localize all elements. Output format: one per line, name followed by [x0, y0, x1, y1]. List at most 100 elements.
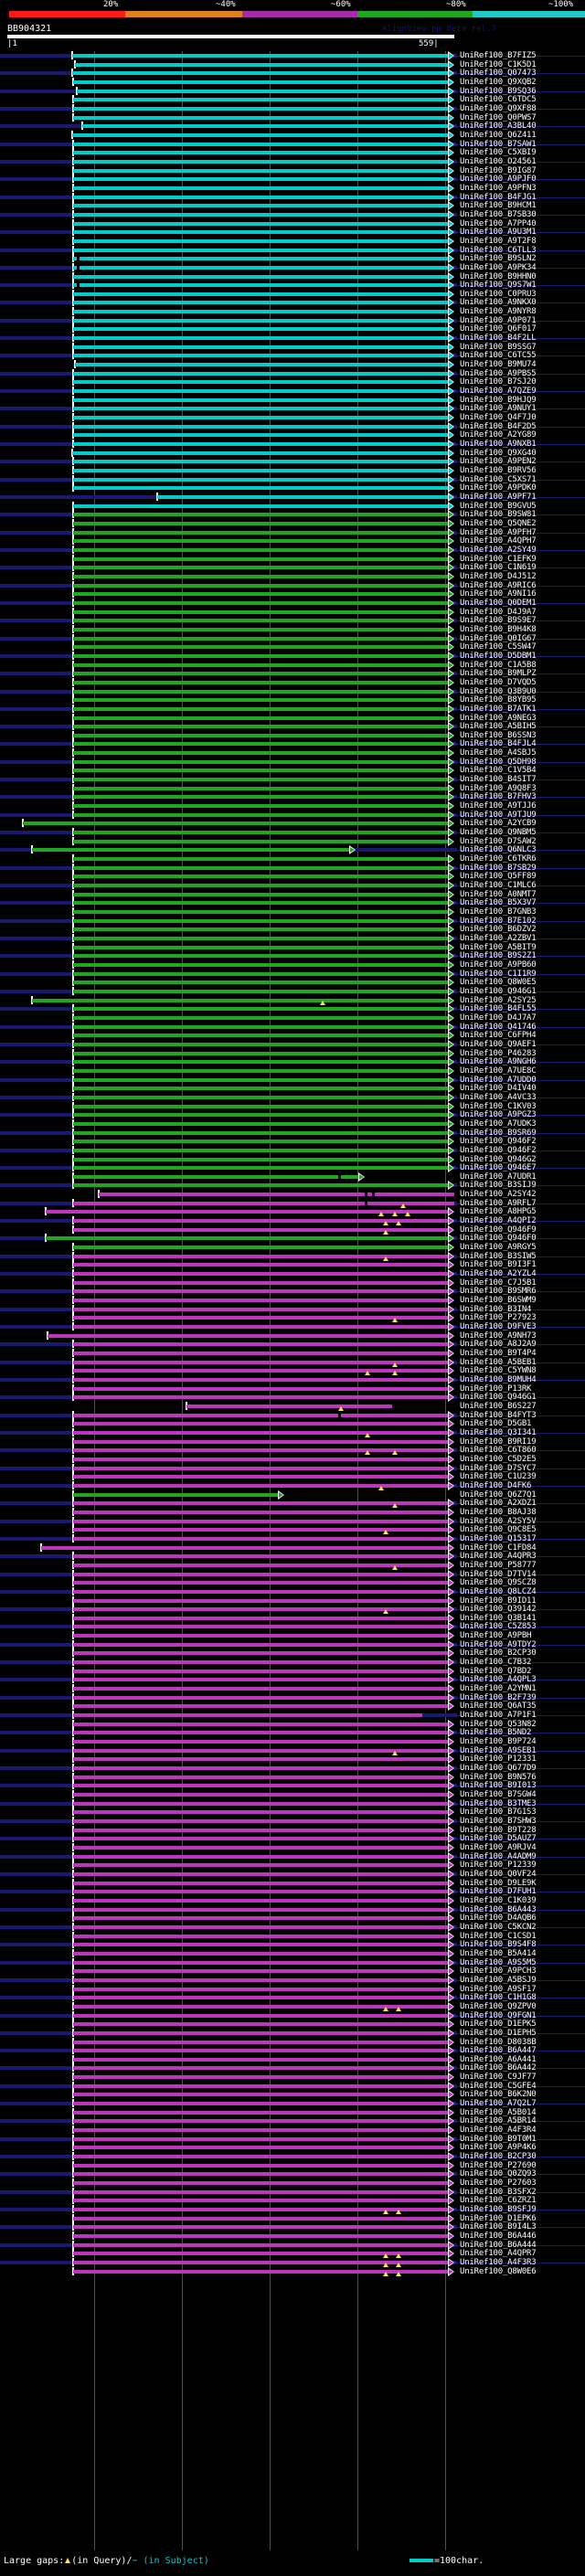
alignment-bar[interactable] [73, 1916, 449, 1920]
alignment-bar[interactable] [73, 1537, 449, 1541]
alignment-row[interactable]: UniRef100_C5YWN8 [0, 1366, 585, 1375]
alignment-bar[interactable] [73, 813, 449, 817]
alignment-bar[interactable] [73, 372, 449, 376]
alignment-row[interactable]: UniRef100_B9SMR6 [0, 1287, 585, 1296]
alignment-row[interactable]: UniRef100_B9SFJ9 [0, 2205, 585, 2214]
alignment-row[interactable]: UniRef100_Q946G2 [0, 1155, 585, 1164]
hit-label[interactable]: UniRef100_B2F739 [460, 1693, 537, 1702]
alignment-bar[interactable] [73, 1299, 449, 1302]
alignment-row[interactable]: UniRef100_D1EPH5 [0, 2029, 585, 2038]
alignment-row[interactable]: UniRef100_A4QPR3 [0, 1552, 585, 1561]
alignment-row[interactable]: UniRef100_P12339 [0, 1860, 585, 1870]
hit-label[interactable]: UniRef100_B9I3F1 [460, 1260, 537, 1269]
alignment-row[interactable]: UniRef100_B4FJL4 [0, 739, 585, 748]
alignment-row[interactable]: UniRef100_B2CP30 [0, 2152, 585, 2161]
alignment-row[interactable]: UniRef100_D7SYC7 [0, 1464, 585, 1473]
hit-label[interactable]: UniRef100_Q946F0 [460, 1234, 537, 1243]
alignment-bar[interactable] [73, 725, 449, 728]
hit-label[interactable]: UniRef100_A2YCB9 [460, 819, 537, 828]
hit-label[interactable]: UniRef100_D4J7A7 [460, 1013, 537, 1023]
alignment-bar[interactable] [73, 354, 449, 357]
alignment-bar[interactable] [73, 1731, 449, 1734]
alignment-row[interactable]: UniRef100_B6A443 [0, 1905, 585, 1914]
alignment-bar[interactable] [73, 2102, 449, 2105]
alignment-bar[interactable] [73, 2128, 449, 2132]
alignment-bar[interactable] [73, 1590, 449, 1594]
alignment-bar[interactable] [73, 1122, 449, 1126]
alignment-bar[interactable] [73, 1025, 449, 1029]
alignment-row[interactable]: UniRef100_C1MLC6 [0, 881, 585, 890]
alignment-row[interactable]: UniRef100_C1V5B4 [0, 766, 585, 775]
hit-label[interactable]: UniRef100_B9S2Z1 [460, 951, 537, 960]
alignment-row[interactable]: UniRef100_Q946G1 [0, 1393, 585, 1402]
alignment-row[interactable]: UniRef100_P12331 [0, 1754, 585, 1764]
alignment-bar[interactable] [73, 1925, 449, 1929]
hit-label[interactable]: UniRef100_B9GVU5 [460, 502, 537, 511]
alignment-bar[interactable] [73, 875, 449, 878]
alignment-bar[interactable] [73, 928, 449, 931]
alignment-row[interactable]: UniRef100_A9PDK0 [0, 483, 585, 493]
alignment-row[interactable]: UniRef100_A9PEN2 [0, 457, 585, 466]
hit-label[interactable]: UniRef100_Q07473 [460, 69, 537, 78]
alignment-bar[interactable] [73, 1166, 449, 1170]
hit-label[interactable]: UniRef100_D4AQB6 [460, 1913, 537, 1923]
hit-label[interactable]: UniRef100_Q946G2 [460, 1155, 537, 1164]
alignment-row[interactable]: UniRef100_D4FK6 [0, 1481, 585, 1490]
alignment-bar[interactable] [73, 1087, 449, 1090]
alignment-row[interactable]: UniRef100_A4QPH7 [0, 536, 585, 546]
alignment-row[interactable]: UniRef100_B9IG87 [0, 166, 585, 175]
hit-label[interactable]: UniRef100_A9NUY1 [460, 404, 537, 413]
alignment-bar[interactable] [73, 866, 449, 870]
alignment-row[interactable]: UniRef100_B6DZV2 [0, 925, 585, 934]
alignment-row[interactable]: UniRef100_A2SY42 [0, 1190, 585, 1199]
alignment-bar[interactable] [73, 1395, 449, 1399]
alignment-row[interactable]: UniRef100_B9SR69 [0, 1129, 585, 1138]
hit-label[interactable]: UniRef100_B9T4P4 [460, 1349, 537, 1358]
hit-label[interactable]: UniRef100_A2XDZ1 [460, 1499, 537, 1508]
hit-label[interactable]: UniRef100_P58777 [460, 1561, 537, 1570]
alignment-bar[interactable] [73, 901, 449, 905]
hit-label[interactable]: UniRef100_C5GFE4 [460, 2082, 537, 2091]
alignment-bar[interactable] [73, 2014, 449, 2018]
alignment-row[interactable]: UniRef100_A9P4K6 [0, 2143, 585, 2152]
alignment-row[interactable]: UniRef100_B9P724 [0, 1737, 585, 1746]
alignment-row[interactable]: UniRef100_A9U3M1 [0, 228, 585, 237]
hit-label[interactable]: UniRef100_B9HCM1 [460, 201, 537, 210]
hit-label[interactable]: UniRef100_B7FIZ5 [460, 51, 537, 60]
alignment-bar[interactable] [73, 292, 449, 296]
hit-label[interactable]: UniRef100_Q7BD2 [460, 1667, 532, 1676]
alignment-row[interactable]: UniRef100_A9NGH6 [0, 1057, 585, 1066]
alignment-row[interactable]: UniRef100_Q946F0 [0, 1234, 585, 1243]
hit-label[interactable]: UniRef100_B9S9E7 [460, 616, 537, 625]
alignment-row[interactable]: UniRef100_B6A446 [0, 2231, 585, 2241]
alignment-bar[interactable] [73, 2225, 449, 2229]
hit-label[interactable]: UniRef100_Q5QNE2 [460, 519, 537, 528]
hit-label[interactable]: UniRef100_A9NXB1 [460, 440, 537, 449]
hit-label[interactable]: UniRef100_C7B32 [460, 1658, 532, 1667]
alignment-bar[interactable] [73, 1564, 449, 1567]
alignment-bar[interactable] [32, 848, 351, 852]
hit-label[interactable]: UniRef100_P13RK [460, 1384, 532, 1394]
alignment-row[interactable]: UniRef100_A9RFL7 [0, 1199, 585, 1208]
alignment-bar[interactable] [73, 143, 449, 146]
hit-label[interactable]: UniRef100_B9I013 [460, 1781, 537, 1790]
hit-label[interactable]: UniRef100_A0NMT7 [460, 890, 537, 899]
alignment-bar[interactable] [73, 98, 449, 101]
alignment-bar[interactable] [73, 2075, 449, 2079]
alignment-row[interactable]: UniRef100_Q07473 [0, 69, 585, 78]
hit-label[interactable]: UniRef100_A9PFN3 [460, 184, 537, 193]
alignment-row[interactable]: UniRef100_C0PRU3 [0, 290, 585, 299]
alignment-row[interactable]: UniRef100_Q946F9 [0, 1225, 585, 1235]
hit-label[interactable]: UniRef100_Q53N82 [460, 1720, 537, 1729]
alignment-bar[interactable] [73, 575, 449, 578]
hit-label[interactable]: UniRef100_Q0DEM1 [460, 599, 537, 608]
alignment-bar[interactable] [73, 690, 449, 694]
alignment-row[interactable]: UniRef100_A2SY49 [0, 546, 585, 555]
alignment-row[interactable]: UniRef100_B9GVU5 [0, 502, 585, 511]
hit-label[interactable]: UniRef100_Q8W0E5 [460, 978, 537, 987]
hit-label[interactable]: UniRef100_C9JF77 [460, 2072, 537, 2082]
alignment-bar[interactable] [73, 486, 449, 490]
alignment-row[interactable]: UniRef100_Q5FF89 [0, 872, 585, 881]
alignment-row[interactable]: UniRef100_B7SB29 [0, 864, 585, 873]
hit-label[interactable]: UniRef100_D7SAW2 [460, 837, 537, 846]
